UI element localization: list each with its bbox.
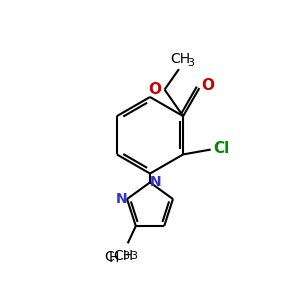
Text: O: O: [148, 82, 162, 97]
Text: 3: 3: [187, 58, 194, 68]
Text: C: C: [105, 250, 115, 264]
Text: N: N: [116, 192, 127, 206]
Text: Cl: Cl: [213, 141, 229, 156]
Text: N: N: [149, 176, 161, 189]
Text: 3: 3: [130, 251, 137, 261]
Text: O: O: [202, 78, 215, 93]
Text: H: H: [109, 251, 119, 265]
Text: 3: 3: [122, 251, 129, 261]
Text: CH: CH: [113, 249, 134, 263]
Text: CH: CH: [170, 52, 190, 66]
